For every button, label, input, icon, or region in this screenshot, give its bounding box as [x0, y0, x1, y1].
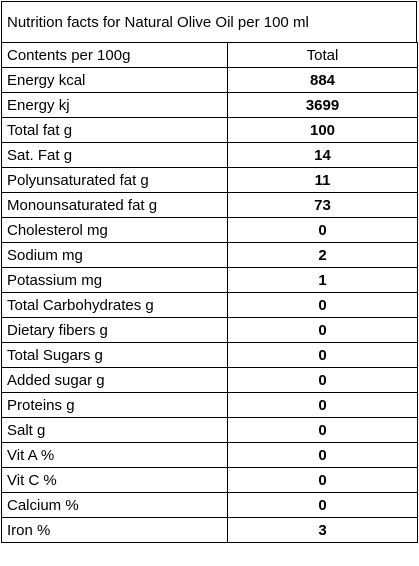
nutrient-value: 0: [227, 492, 418, 518]
nutrient-label: Calcium %: [1, 492, 228, 518]
nutrient-label: Salt g: [1, 417, 228, 443]
table-row: Polyunsaturated fat g 11: [1, 167, 418, 193]
nutrient-label: Energy kcal: [1, 67, 228, 93]
header-cell: Total: [227, 42, 418, 68]
nutrient-value: 2: [227, 242, 418, 268]
nutrient-value: 3699: [227, 92, 418, 118]
nutrient-label: Proteins g: [1, 392, 228, 418]
nutrient-value: 0: [227, 367, 418, 393]
header-row: Contents per 100g Total: [1, 42, 418, 68]
nutrient-label: Total Carbohydrates g: [1, 292, 228, 318]
nutrient-label: Dietary fibers g: [1, 317, 228, 343]
table-row: Vit C % 0: [1, 467, 418, 493]
nutrient-label: Potassium mg: [1, 267, 228, 293]
nutrient-label: Iron %: [1, 517, 228, 543]
nutrient-value: 0: [227, 467, 418, 493]
table-row: Iron % 3: [1, 517, 418, 543]
nutrient-label: Total fat g: [1, 117, 228, 143]
nutrient-label: Polyunsaturated fat g: [1, 167, 228, 193]
table-row: Cholesterol mg 0: [1, 217, 418, 243]
nutrient-label: Vit A %: [1, 442, 228, 468]
nutrient-label: Monounsaturated fat g: [1, 192, 228, 218]
table-row: Sodium mg 2: [1, 242, 418, 268]
nutrient-label: Sat. Fat g: [1, 142, 228, 168]
table-row: Monounsaturated fat g 73: [1, 192, 418, 218]
nutrient-value: 73: [227, 192, 418, 218]
nutrient-label: Sodium mg: [1, 242, 228, 268]
nutrition-sheet: Nutrition facts for Natural Olive Oil pe…: [1, 1, 418, 543]
nutrient-value: 0: [227, 417, 418, 443]
nutrient-label: Added sugar g: [1, 367, 228, 393]
table-row: Energy kj 3699: [1, 92, 418, 118]
nutrient-value: 1: [227, 267, 418, 293]
nutrient-label: Vit C %: [1, 467, 228, 493]
sheet-title: Nutrition facts for Natural Olive Oil pe…: [1, 1, 417, 42]
nutrient-value: 0: [227, 217, 418, 243]
table-row: Total fat g 100: [1, 117, 418, 143]
nutrient-label: Cholesterol mg: [1, 217, 228, 243]
nutrient-value: 0: [227, 342, 418, 368]
table-row: Vit A % 0: [1, 442, 418, 468]
nutrient-value: 100: [227, 117, 418, 143]
table-row: Energy kcal 884: [1, 67, 418, 93]
nutrient-label: Energy kj: [1, 92, 228, 118]
table-row: Calcium % 0: [1, 492, 418, 518]
nutrient-value: 3: [227, 517, 418, 543]
table-row: Sat. Fat g 14: [1, 142, 418, 168]
nutrient-value: 0: [227, 442, 418, 468]
nutrient-value: 884: [227, 67, 418, 93]
nutrient-value: 0: [227, 392, 418, 418]
nutrient-value: 11: [227, 167, 418, 193]
header-cell: Contents per 100g: [1, 42, 228, 68]
nutrient-value: 14: [227, 142, 418, 168]
table-row: Potassium mg 1: [1, 267, 418, 293]
nutrient-label: Total Sugars g: [1, 342, 228, 368]
nutrient-value: 0: [227, 292, 418, 318]
nutrient-value: 0: [227, 317, 418, 343]
nutrition-table: Contents per 100g Total Energy kcal 884 Ener…: [1, 42, 418, 543]
